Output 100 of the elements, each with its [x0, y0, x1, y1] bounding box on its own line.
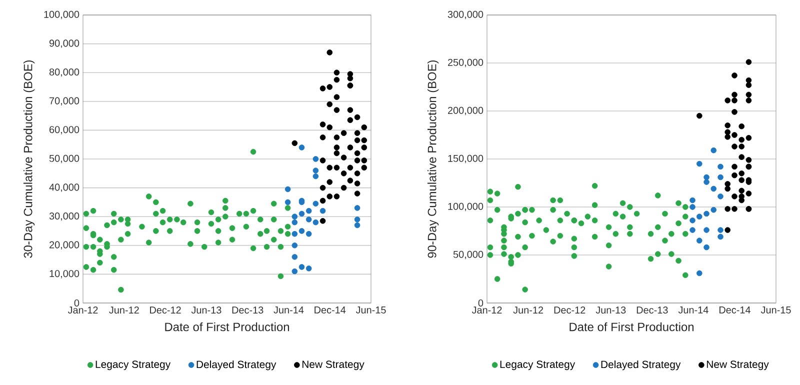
- x-tick-label: Jun-13: [191, 306, 222, 314]
- point: [326, 179, 333, 185]
- x-axis-title: Date of First Production: [165, 322, 290, 332]
- point: [326, 50, 333, 56]
- y-tick-label: 50,000: [453, 250, 484, 260]
- point: [704, 210, 710, 217]
- point: [354, 216, 360, 222]
- point: [354, 158, 360, 164]
- x-tick-label: Jun-15: [760, 306, 791, 314]
- y-tick-label: 20,000: [50, 241, 80, 250]
- point: [704, 179, 710, 185]
- point: [334, 134, 340, 140]
- point: [326, 101, 333, 108]
- point: [732, 109, 738, 115]
- point: [292, 140, 298, 146]
- point: [361, 144, 368, 150]
- point: [746, 157, 752, 163]
- point: [732, 72, 738, 78]
- point: [334, 70, 340, 76]
- point: [320, 184, 326, 191]
- point: [284, 186, 291, 192]
- point: [347, 164, 354, 171]
- point: [724, 98, 731, 104]
- y-tick-label: 100,000: [448, 202, 484, 212]
- point: [724, 129, 731, 136]
- point: [746, 82, 752, 88]
- point: [354, 114, 360, 120]
- y-tick-label: 150,000: [448, 154, 484, 164]
- y-tick-label: 90,000: [49, 40, 80, 48]
- point: [320, 208, 326, 214]
- legend-label: New Strategy: [302, 360, 364, 370]
- point: [361, 137, 368, 144]
- point: [361, 124, 368, 130]
- point: [334, 194, 340, 200]
- point: [724, 181, 731, 187]
- point: [354, 150, 360, 156]
- y-tick-label: 200,000: [448, 106, 484, 116]
- y-tick-label: 10,000: [50, 270, 80, 278]
- x-tick-label: Jun-13: [596, 306, 626, 314]
- point: [718, 234, 724, 240]
- point: [732, 194, 738, 200]
- point: [746, 98, 752, 104]
- x-tick-label: Jan-12: [68, 306, 98, 314]
- point: [334, 144, 340, 150]
- point: [354, 190, 360, 196]
- point: [724, 186, 731, 192]
- legend-label: New Strategy: [706, 360, 769, 370]
- x-tick-label: Jun-15: [356, 306, 386, 314]
- point: [292, 219, 298, 226]
- point: [320, 198, 326, 204]
- point: [746, 59, 752, 65]
- point: [361, 158, 368, 164]
- point: [326, 164, 333, 171]
- point: [696, 270, 702, 276]
- point: [738, 188, 745, 194]
- point: [320, 134, 326, 140]
- point: [347, 107, 354, 113]
- point: [696, 214, 702, 220]
- legend-label: Legacy Strategy: [500, 360, 576, 370]
- point: [710, 206, 717, 213]
- x-tick-label: Dec-14: [314, 306, 346, 314]
- point: [320, 122, 326, 128]
- point: [690, 218, 696, 224]
- point: [361, 164, 368, 171]
- point: [347, 117, 354, 124]
- point: [306, 266, 312, 272]
- y-tick-label: 250,000: [448, 58, 484, 68]
- point: [326, 194, 333, 200]
- point: [718, 164, 724, 170]
- x-tick-label: Dec-12: [150, 306, 181, 314]
- point: [312, 168, 319, 174]
- point: [690, 197, 696, 204]
- point: [312, 200, 319, 207]
- point: [732, 144, 738, 150]
- point: [298, 144, 305, 150]
- x-tick-label: Dec-13: [232, 306, 264, 314]
- point: [354, 205, 360, 211]
- point: [292, 242, 298, 248]
- point: [326, 84, 333, 90]
- point: [724, 122, 731, 128]
- point: [306, 208, 312, 214]
- point: [704, 244, 710, 250]
- y-tick-label: 30,000: [49, 212, 80, 221]
- point: [724, 227, 731, 233]
- point: [306, 216, 312, 222]
- x-tick-label: Dec-13: [636, 306, 668, 314]
- point: [710, 186, 717, 192]
- y-tick-label: 0: [74, 299, 80, 307]
- legend-label: Delayed Strategy: [601, 360, 681, 370]
- point: [312, 156, 319, 162]
- point: [340, 170, 347, 176]
- y-tick-label: 50,000: [49, 154, 80, 164]
- point: [347, 144, 354, 150]
- point: [718, 227, 724, 233]
- legend-label: Legacy Strategy: [96, 360, 171, 370]
- y-axis-title: 30-Day Cumulative Production (BOE): [23, 60, 35, 258]
- point: [340, 154, 347, 160]
- point: [704, 174, 710, 180]
- point: [690, 227, 696, 233]
- y-tick-label: 300,000: [448, 10, 484, 20]
